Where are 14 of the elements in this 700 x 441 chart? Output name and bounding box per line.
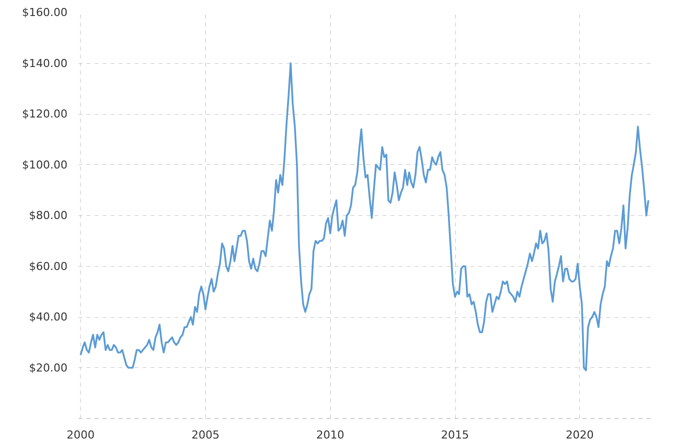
line-series bbox=[80, 62, 650, 372]
y-tick-label: $120.00 bbox=[22, 108, 68, 120]
y-tick-label: $80.00 bbox=[29, 209, 68, 222]
x-tick-label: 2015 bbox=[441, 428, 470, 441]
x-tick-label: 2010 bbox=[316, 428, 344, 441]
y-tick-label: $160.00 bbox=[22, 6, 68, 19]
x-tick-label: 2020 bbox=[566, 428, 594, 441]
y-tick-label: $140.00 bbox=[22, 56, 68, 70]
y-tick-label: $100.00 bbox=[22, 158, 68, 172]
x-tick-label: 2000 bbox=[66, 428, 95, 441]
y-tick-label: $20.00 bbox=[29, 361, 68, 374]
x-tick-label: 2005 bbox=[191, 428, 220, 441]
y-tick-label: $40.00 bbox=[29, 310, 68, 324]
y-tick-label: $60.00 bbox=[29, 260, 68, 273]
